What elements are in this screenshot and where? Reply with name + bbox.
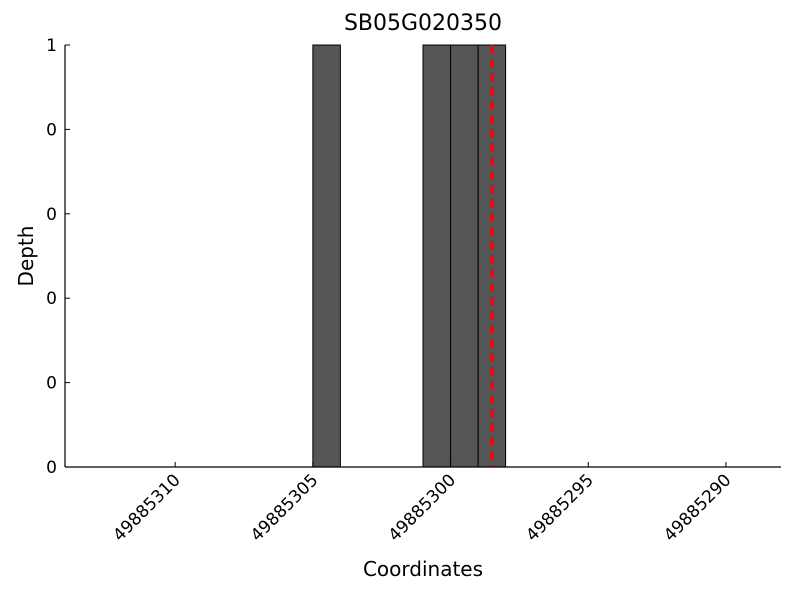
bar <box>312 44 341 468</box>
bar <box>422 44 452 468</box>
x-tick-label: 49885310 <box>109 470 184 545</box>
x-axis-label: Coordinates <box>363 557 483 581</box>
chart-title: SB05G020350 <box>344 11 502 36</box>
y-tick-label: 0 <box>46 120 57 140</box>
y-tick-label: 0 <box>46 205 57 225</box>
x-tick-label: 49885300 <box>385 470 460 545</box>
x-tick-label: 49885305 <box>247 470 322 545</box>
y-axis-label: Depth <box>14 226 38 287</box>
x-tick-label: 49885290 <box>660 470 735 545</box>
y-tick-label: 1 <box>46 36 57 56</box>
y-tick-label: 0 <box>46 289 57 309</box>
bar <box>450 44 479 468</box>
x-tick-label: 49885295 <box>522 470 597 545</box>
y-tick-label: 0 <box>46 458 57 478</box>
y-tick-label: 0 <box>46 374 57 394</box>
